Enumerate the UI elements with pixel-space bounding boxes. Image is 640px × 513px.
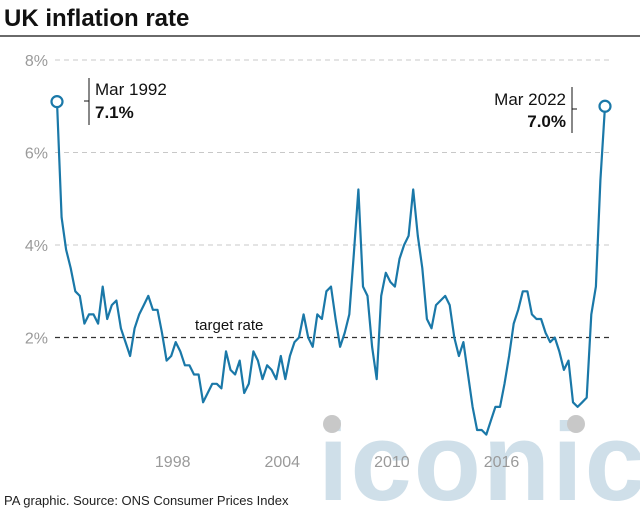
y-tick-label: 2% xyxy=(25,331,48,348)
annotation-value: 7.0% xyxy=(527,112,566,131)
annotation-date: Mar 2022 xyxy=(494,90,566,109)
x-tick-label: 2016 xyxy=(484,454,520,471)
x-tick-label: 1998 xyxy=(155,454,191,471)
annotation-value: 7.1% xyxy=(95,103,134,122)
y-tick-label: 8% xyxy=(25,53,48,70)
target-rate-line: target rate xyxy=(55,317,612,339)
annotation-date: Mar 1992 xyxy=(95,80,167,99)
annotation-mar-2022: Mar 2022 7.0% xyxy=(494,87,577,133)
x-tick-labels: 1998 2004 2010 2016 xyxy=(155,454,519,471)
series-cpi xyxy=(50,95,612,436)
y-gridlines xyxy=(55,59,612,246)
start-point-marker xyxy=(50,95,64,109)
annotation-mar-1992: Mar 1992 7.1% xyxy=(84,78,167,125)
watermark: iconic xyxy=(318,401,640,513)
y-tick-label: 6% xyxy=(25,146,48,163)
y-tick-labels: 2% 4% 6% 8% xyxy=(25,53,48,348)
chart-title: UK inflation rate xyxy=(4,5,189,32)
watermark-dot-right xyxy=(567,415,585,433)
y-tick-label: 4% xyxy=(25,238,48,255)
source-note: PA graphic. Source: ONS Consumer Prices … xyxy=(4,493,289,508)
watermark-dot-left xyxy=(323,415,341,433)
x-tick-label: 2010 xyxy=(374,454,410,471)
x-tick-label: 2004 xyxy=(264,454,300,471)
series-line xyxy=(55,101,607,436)
target-rate-label: target rate xyxy=(195,317,263,334)
end-point-marker xyxy=(598,99,612,113)
